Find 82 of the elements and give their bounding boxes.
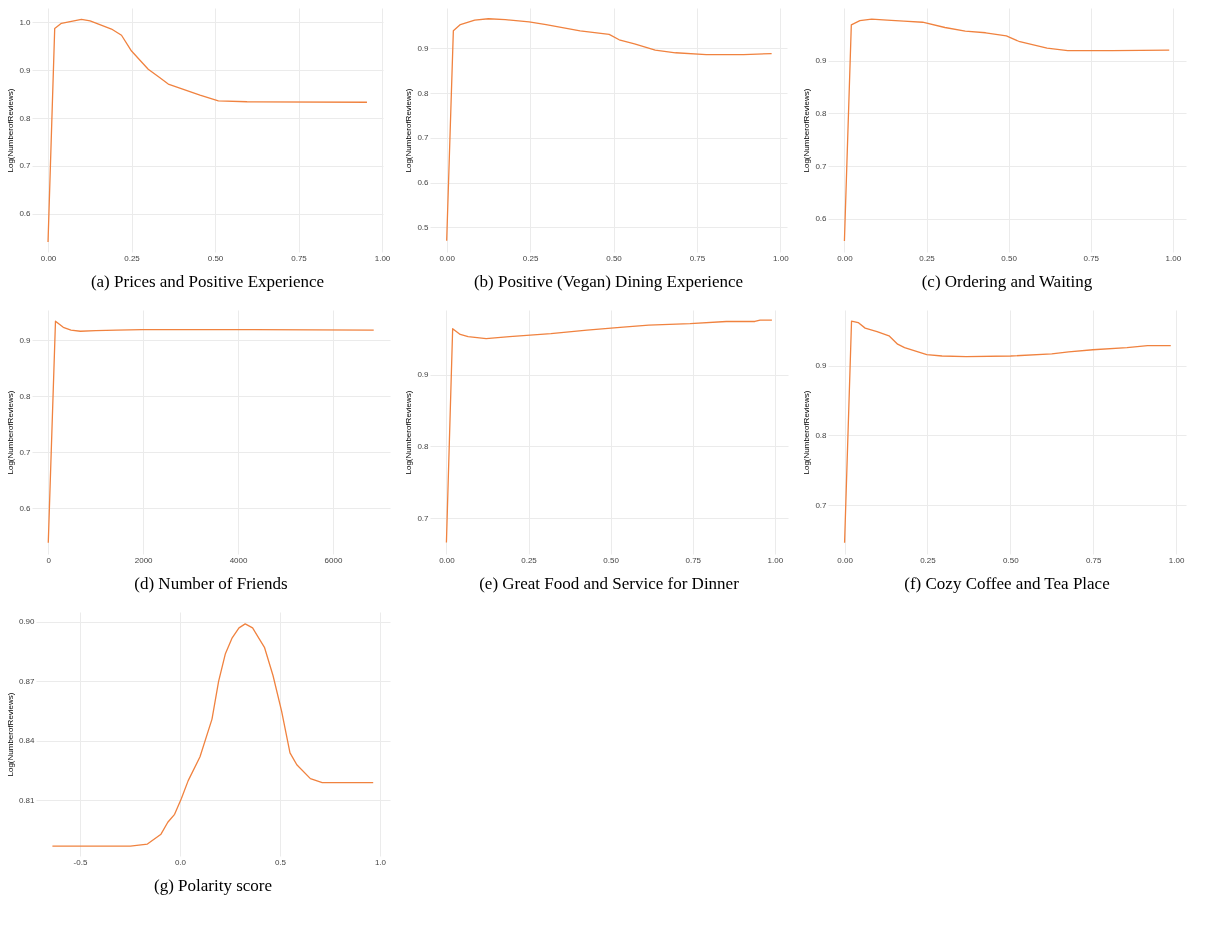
y-axis-title: Log(NumberofReviews) [404, 88, 414, 173]
x-tick-label: 4000 [229, 555, 248, 565]
line-series [445, 319, 773, 544]
x-tick-label: 0.75 [1083, 253, 1100, 263]
text: (b) Positive (Vegan) Dining Experience [473, 272, 744, 291]
y-tick-label: 0.7 [815, 500, 828, 510]
y-tick-label: 0.9 [19, 335, 32, 345]
x-tick-label: 0 [46, 555, 52, 565]
text: (f) Cozy Coffee and Tea Place [904, 574, 1110, 593]
y-axis-title: Log(NumberofReviews) [6, 88, 16, 173]
y-tick-label: 1.0 [19, 17, 32, 27]
line-series [47, 320, 375, 544]
x-tick-label: 0.75 [1085, 555, 1103, 565]
text: (e) Great Food and Service for Dinner [479, 574, 740, 593]
y-tick-label: 0.6 [19, 503, 32, 513]
y-tick-label: 0.7 [19, 447, 32, 457]
y-tick-label: 0.6 [815, 214, 828, 224]
x-tick-label: -0.5 [73, 857, 88, 867]
y-tick-label: 0.9 [815, 56, 828, 66]
x-tick-label: 1.00 [1168, 555, 1185, 565]
y-axis-title: Log(NumberofReviews) [802, 88, 812, 173]
x-tick-label: 1.00 [767, 555, 784, 565]
x-tick-label: 0.75 [689, 253, 706, 263]
x-tick-label: 0.5 [274, 857, 287, 867]
x-tick-label: 0.00 [837, 253, 854, 263]
y-tick-label: 0.9 [19, 65, 32, 75]
text: (a) Prices and Positive Experience [90, 272, 325, 291]
y-axis-title: Log(NumberofReviews) [5, 692, 15, 777]
y-axis-title: Log(NumberofReviews) [6, 390, 16, 475]
y-tick-label: 0.8 [19, 113, 32, 123]
y-tick-label: 0.87 [18, 676, 36, 686]
x-tick-label: 0.75 [685, 555, 702, 565]
y-tick-label: 0.90 [18, 617, 36, 627]
y-tick-label: 0.7 [815, 161, 828, 171]
y-tick-label: 0.9 [417, 43, 430, 53]
x-tick-label: 6000 [324, 555, 343, 565]
y-tick-label: 0.6 [417, 178, 430, 188]
y-tick-label: 0.7 [19, 161, 32, 171]
text: (g) Polarity score [153, 876, 273, 895]
x-tick-label: 0.50 [207, 253, 224, 263]
line-series [843, 18, 1170, 242]
y-tick-label: 0.9 [815, 361, 828, 371]
x-tick-label: 0.25 [522, 253, 539, 263]
x-tick-label: 0.00 [439, 555, 456, 565]
y-tick-label: 0.5 [417, 222, 430, 232]
x-tick-label: 0.25 [919, 253, 936, 263]
x-tick-label: 1.0 [374, 857, 387, 867]
line-series [446, 18, 773, 242]
y-tick-label: 0.9 [417, 370, 430, 380]
y-tick-label: 0.6 [19, 209, 32, 219]
x-tick-label: 0.25 [124, 253, 141, 263]
line-series [51, 623, 374, 847]
x-tick-label: 1.00 [773, 253, 790, 263]
x-tick-label: 0.00 [40, 253, 57, 263]
x-tick-label: 1.00 [374, 253, 391, 263]
y-tick-label: 0.84 [18, 736, 36, 746]
x-tick-label: 0.75 [291, 253, 308, 263]
x-tick-label: 0.50 [606, 253, 623, 263]
x-tick-label: 0.50 [1001, 253, 1018, 263]
line-series [843, 320, 1172, 544]
text: (d) Number of Friends [134, 574, 288, 593]
y-tick-label: 0.7 [417, 513, 430, 523]
x-tick-label: 0.25 [920, 555, 937, 565]
x-tick-label: 0.25 [521, 555, 538, 565]
x-tick-label: 0.50 [603, 555, 620, 565]
x-tick-label: 0.00 [837, 555, 854, 565]
x-tick-label: 0.0 [174, 857, 187, 867]
y-tick-label: 0.8 [815, 430, 828, 440]
y-axis-title: Log(NumberofReviews) [802, 390, 812, 475]
y-tick-label: 0.8 [19, 391, 32, 401]
y-axis-title: Log(NumberofReviews) [404, 390, 414, 475]
text: (c) Ordering and Waiting [921, 272, 1093, 291]
x-tick-label: 0.50 [1003, 555, 1020, 565]
x-tick-label: 1.00 [1165, 253, 1182, 263]
y-tick-label: 0.8 [417, 88, 430, 98]
x-tick-label: 2000 [134, 555, 154, 565]
y-tick-label: 0.7 [417, 133, 430, 143]
line-series [47, 18, 368, 243]
y-tick-label: 0.81 [18, 795, 36, 805]
x-tick-label: 0.00 [439, 253, 456, 263]
y-tick-label: 0.8 [815, 108, 828, 118]
y-tick-label: 0.8 [417, 441, 430, 451]
